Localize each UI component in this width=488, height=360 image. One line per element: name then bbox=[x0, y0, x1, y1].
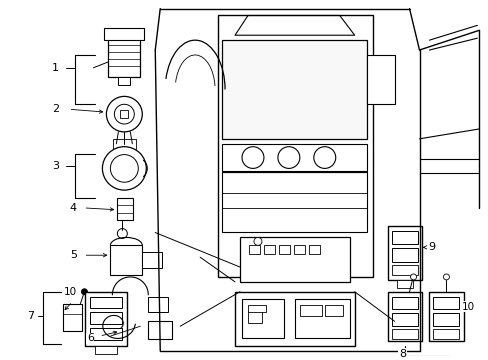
Bar bbox=[62, 303, 82, 331]
Bar bbox=[396, 280, 412, 288]
Bar bbox=[391, 314, 417, 326]
Bar bbox=[85, 292, 127, 346]
Bar bbox=[294, 299, 349, 338]
Bar bbox=[324, 305, 342, 316]
Bar bbox=[247, 305, 265, 312]
Bar bbox=[240, 238, 349, 282]
Bar bbox=[95, 346, 117, 354]
Bar bbox=[299, 305, 321, 316]
Bar bbox=[148, 321, 172, 339]
Bar bbox=[242, 299, 284, 338]
Bar bbox=[432, 297, 458, 310]
Bar bbox=[248, 246, 260, 254]
Bar bbox=[432, 329, 458, 339]
Bar bbox=[428, 292, 464, 341]
Text: 5: 5 bbox=[70, 250, 77, 260]
Circle shape bbox=[443, 274, 448, 280]
Bar bbox=[222, 172, 366, 231]
Text: 8: 8 bbox=[398, 349, 405, 359]
Circle shape bbox=[313, 147, 335, 168]
Bar bbox=[391, 230, 417, 244]
Bar bbox=[391, 265, 417, 275]
Bar bbox=[113, 139, 136, 149]
Bar bbox=[90, 328, 122, 340]
Bar bbox=[278, 246, 289, 254]
Circle shape bbox=[410, 274, 416, 280]
Circle shape bbox=[277, 147, 299, 168]
Bar bbox=[432, 314, 458, 326]
Bar bbox=[235, 292, 354, 346]
Text: 9: 9 bbox=[427, 242, 434, 252]
Text: 10: 10 bbox=[63, 287, 77, 297]
Bar bbox=[90, 297, 122, 309]
Text: 4: 4 bbox=[70, 203, 77, 213]
Bar bbox=[90, 312, 122, 324]
Bar bbox=[148, 297, 168, 312]
Text: 6: 6 bbox=[87, 333, 94, 343]
Bar bbox=[387, 226, 422, 280]
Text: 3: 3 bbox=[52, 161, 59, 171]
Bar bbox=[104, 28, 144, 40]
Bar bbox=[391, 297, 417, 310]
Circle shape bbox=[106, 96, 142, 132]
Bar bbox=[120, 110, 128, 118]
Bar bbox=[387, 292, 422, 341]
Bar bbox=[391, 248, 417, 262]
Text: 10: 10 bbox=[461, 302, 473, 311]
Bar bbox=[247, 311, 262, 323]
Bar bbox=[366, 55, 394, 104]
Circle shape bbox=[242, 147, 264, 168]
Bar bbox=[391, 329, 417, 339]
Text: 2: 2 bbox=[52, 104, 59, 114]
Circle shape bbox=[114, 104, 134, 124]
Bar bbox=[264, 246, 274, 254]
Circle shape bbox=[81, 289, 87, 295]
Bar bbox=[118, 77, 130, 85]
Circle shape bbox=[110, 154, 138, 182]
Bar bbox=[308, 246, 319, 254]
Bar bbox=[293, 246, 304, 254]
Bar bbox=[218, 15, 372, 277]
Bar bbox=[222, 40, 366, 139]
Bar bbox=[142, 252, 162, 268]
Circle shape bbox=[102, 147, 146, 190]
Bar bbox=[117, 198, 133, 220]
Bar bbox=[110, 246, 142, 275]
Circle shape bbox=[253, 238, 262, 246]
Text: 7: 7 bbox=[27, 311, 34, 321]
Text: 1: 1 bbox=[52, 63, 59, 73]
Circle shape bbox=[117, 229, 127, 238]
Bar bbox=[108, 35, 140, 77]
Bar bbox=[222, 144, 366, 171]
